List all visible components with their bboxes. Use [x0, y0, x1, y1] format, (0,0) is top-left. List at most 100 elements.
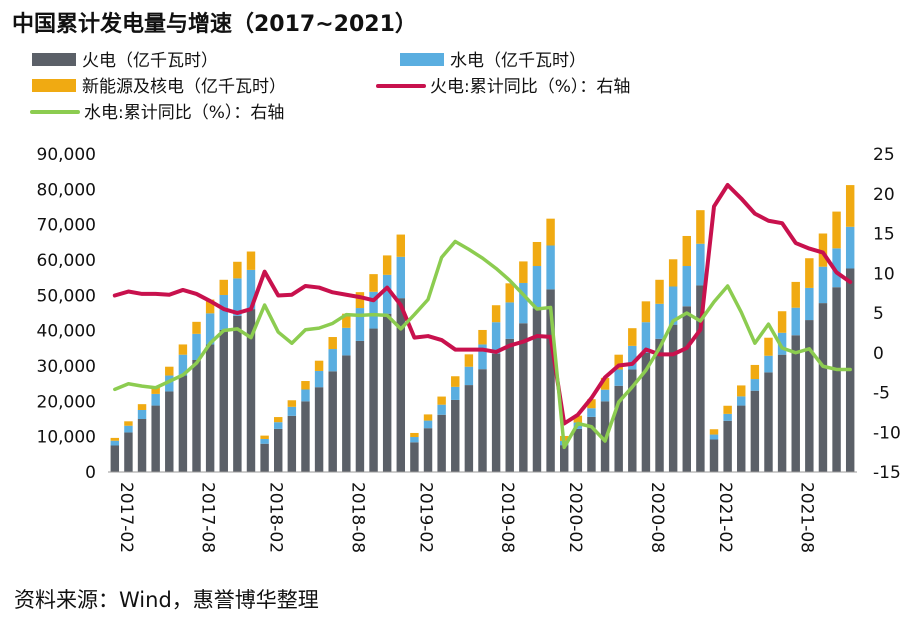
bar-thermal: [682, 306, 691, 472]
bar-thermal: [137, 419, 147, 472]
bar-new_energy: [233, 261, 242, 279]
bar-hydro: [614, 369, 623, 386]
bar-hydro: [478, 344, 487, 370]
bar-thermal: [723, 420, 732, 472]
y-left-tick-label: 40,000: [37, 322, 96, 342]
legend-label-thermal_yoy: 火电:累计同比（%）：右轴: [430, 77, 630, 97]
bar-new_energy: [682, 235, 691, 266]
bar-new_energy: [192, 321, 201, 334]
bar-thermal: [274, 428, 283, 472]
bar-new_energy: [668, 259, 678, 287]
bar-thermal: [519, 323, 528, 472]
bar-thermal: [260, 443, 269, 472]
bar-thermal: [737, 405, 746, 472]
y-left-tick-label: 70,000: [37, 216, 96, 236]
bar-hydro: [737, 396, 746, 406]
bar-new_energy: [709, 429, 719, 435]
bar-new_energy: [614, 354, 623, 370]
bar-new_energy: [410, 432, 419, 438]
bar-thermal: [369, 328, 378, 472]
bar-thermal: [314, 387, 324, 472]
legend-label-new_energy: 新能源及核电（亿千瓦时）: [82, 77, 286, 97]
source-note: 资料来源：Wind，惠誉博华整理: [14, 588, 319, 612]
bar-thermal: [505, 338, 514, 472]
bar-hydro: [355, 308, 365, 341]
bar-thermal: [628, 369, 637, 472]
legend-swatch-hydro: [400, 53, 444, 66]
bar-new_energy: [328, 337, 337, 350]
y-left-tick-label: 50,000: [37, 286, 96, 306]
bar-new_energy: [382, 255, 392, 275]
bar-hydro: [382, 274, 392, 314]
bar-hydro: [274, 422, 283, 429]
y-right-tick-label: -5: [873, 384, 890, 404]
bar-hydro: [587, 408, 596, 417]
bar-thermal: [301, 401, 310, 472]
bar-thermal: [832, 287, 841, 472]
bar-hydro: [328, 349, 337, 372]
bar-thermal: [423, 428, 433, 472]
x-tick-label: 2019-02: [415, 482, 435, 553]
bar-thermal: [573, 428, 583, 472]
bar-hydro: [682, 266, 691, 307]
bar-hydro: [505, 302, 514, 339]
bar-thermal: [437, 414, 446, 472]
y-left-tick-label: 60,000: [37, 251, 96, 271]
bar-thermal: [655, 338, 664, 472]
bar-new_energy: [587, 399, 596, 409]
y-right-tick-label: -15: [873, 463, 901, 483]
bar-thermal: [587, 416, 596, 472]
x-tick-label: 2017-02: [116, 482, 136, 553]
bar-new_energy: [764, 337, 773, 356]
bar-new_energy: [696, 210, 705, 244]
bar-new_energy: [532, 241, 542, 267]
y-left-tick-label: 0: [85, 463, 96, 483]
bar-new_energy: [845, 185, 855, 227]
bar-new_energy: [600, 377, 610, 390]
bar-thermal: [546, 289, 555, 472]
bar-thermal: [696, 285, 705, 472]
bar-hydro: [723, 413, 732, 421]
bar-hydro: [233, 278, 242, 316]
bar-thermal: [124, 432, 133, 472]
bar-new_energy: [478, 329, 487, 345]
bar-hydro: [845, 226, 855, 269]
bar-new_energy: [314, 360, 324, 371]
bar-new_energy: [723, 405, 732, 414]
bar-new_energy: [805, 258, 814, 288]
bar-new_energy: [301, 381, 310, 390]
bar-thermal: [178, 375, 188, 472]
bar-hydro: [178, 354, 188, 376]
bar-thermal: [532, 308, 542, 472]
bar-hydro: [437, 404, 446, 415]
bar-thermal: [668, 324, 678, 472]
bar-hydro: [464, 366, 474, 386]
bar-new_energy: [519, 261, 528, 283]
bar-new_energy: [423, 414, 433, 421]
bar-new_energy: [573, 415, 583, 423]
y-right-tick-label: 20: [873, 185, 895, 205]
bar-hydro: [750, 379, 760, 391]
bar-thermal: [219, 329, 228, 472]
bar-new_energy: [110, 437, 120, 441]
bar-thermal: [328, 371, 337, 472]
bar-thermal: [750, 390, 760, 472]
bar-hydro: [668, 286, 678, 325]
bar-new_energy: [205, 299, 215, 314]
bar-new_energy: [396, 234, 406, 257]
bar-thermal: [764, 372, 773, 472]
bar-thermal: [478, 369, 487, 472]
bar-thermal: [451, 399, 460, 472]
bar-new_energy: [832, 211, 841, 249]
legend-swatch-new_energy: [32, 79, 76, 92]
bar-hydro: [818, 266, 828, 304]
bar-new_energy: [505, 283, 514, 303]
bar-hydro: [491, 322, 501, 354]
bar-hydro: [777, 332, 787, 355]
bar-thermal: [246, 309, 256, 472]
y-right-tick-label: 10: [873, 264, 895, 284]
bar-new_energy: [124, 421, 133, 426]
y-right-tick-label: -10: [873, 423, 901, 443]
bar-new_energy: [628, 328, 637, 346]
